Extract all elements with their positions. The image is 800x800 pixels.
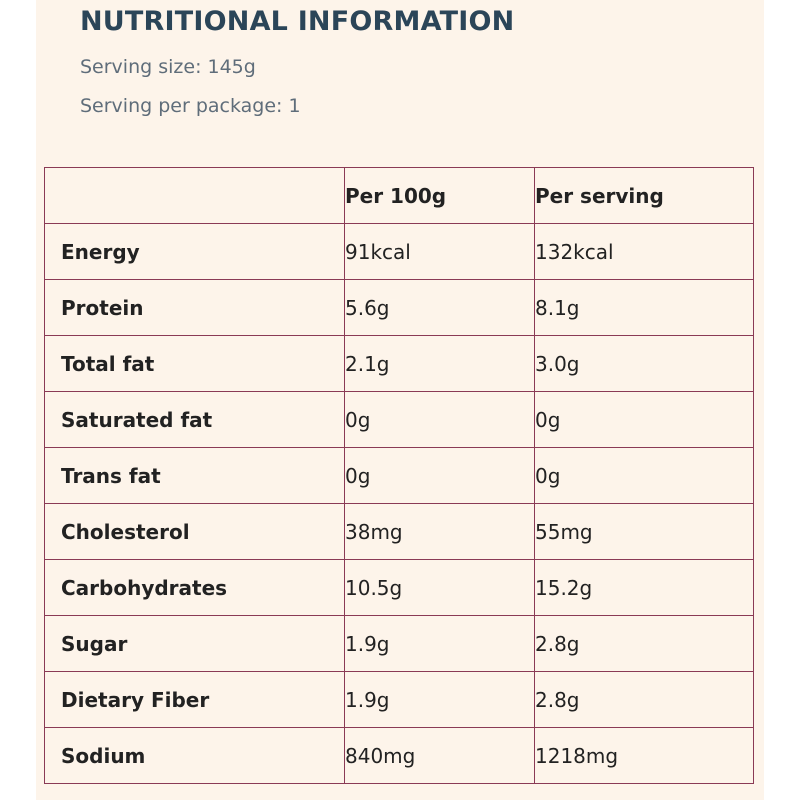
table-row: Saturated fat 0g 0g xyxy=(44,391,754,448)
table-row: Energy 91kcal 132kcal xyxy=(44,223,754,280)
value-per-100g: 91kcal xyxy=(344,223,535,280)
value-per-100g: 1.9g xyxy=(344,671,535,728)
page-title: NUTRITIONAL INFORMATION xyxy=(80,6,515,37)
value-per-serving: 15.2g xyxy=(534,559,754,616)
nutrient-name: Cholesterol xyxy=(44,503,345,560)
nutrient-name: Protein xyxy=(44,279,345,336)
nutrient-name: Saturated fat xyxy=(44,391,345,448)
value-per-serving: 132kcal xyxy=(534,223,754,280)
table-header-row: Per 100g Per serving xyxy=(44,167,754,224)
servings-per-package-text: Serving per package: 1 xyxy=(80,95,301,117)
value-per-serving: 1218mg xyxy=(534,727,754,784)
table-row: Cholesterol 38mg 55mg xyxy=(44,503,754,560)
value-per-100g: 840mg xyxy=(344,727,535,784)
header-per-100g: Per 100g xyxy=(344,167,535,224)
nutrition-table: Per 100g Per serving Energy 91kcal 132kc… xyxy=(44,167,754,784)
table-row: Trans fat 0g 0g xyxy=(44,447,754,504)
value-per-serving: 0g xyxy=(534,447,754,504)
table-row: Sugar 1.9g 2.8g xyxy=(44,615,754,672)
value-per-100g: 10.5g xyxy=(344,559,535,616)
value-per-serving: 2.8g xyxy=(534,671,754,728)
nutrient-name: Trans fat xyxy=(44,447,345,504)
nutrient-name: Total fat xyxy=(44,335,345,392)
table-row: Carbohydrates 10.5g 15.2g xyxy=(44,559,754,616)
table-row: Sodium 840mg 1218mg xyxy=(44,727,754,784)
value-per-100g: 1.9g xyxy=(344,615,535,672)
value-per-serving: 8.1g xyxy=(534,279,754,336)
value-per-100g: 0g xyxy=(344,447,535,504)
value-per-100g: 0g xyxy=(344,391,535,448)
value-per-100g: 38mg xyxy=(344,503,535,560)
nutrient-name: Sodium xyxy=(44,727,345,784)
serving-size-text: Serving size: 145g xyxy=(80,56,256,78)
nutrient-name: Energy xyxy=(44,223,345,280)
table-row: Total fat 2.1g 3.0g xyxy=(44,335,754,392)
value-per-100g: 5.6g xyxy=(344,279,535,336)
value-per-serving: 2.8g xyxy=(534,615,754,672)
value-per-serving: 3.0g xyxy=(534,335,754,392)
value-per-100g: 2.1g xyxy=(344,335,535,392)
nutrient-name: Dietary Fiber xyxy=(44,671,345,728)
table-row: Dietary Fiber 1.9g 2.8g xyxy=(44,671,754,728)
header-per-serving: Per serving xyxy=(534,167,754,224)
value-per-serving: 0g xyxy=(534,391,754,448)
nutrient-name: Carbohydrates xyxy=(44,559,345,616)
table-row: Protein 5.6g 8.1g xyxy=(44,279,754,336)
header-nutrient xyxy=(44,167,345,224)
value-per-serving: 55mg xyxy=(534,503,754,560)
nutrient-name: Sugar xyxy=(44,615,345,672)
